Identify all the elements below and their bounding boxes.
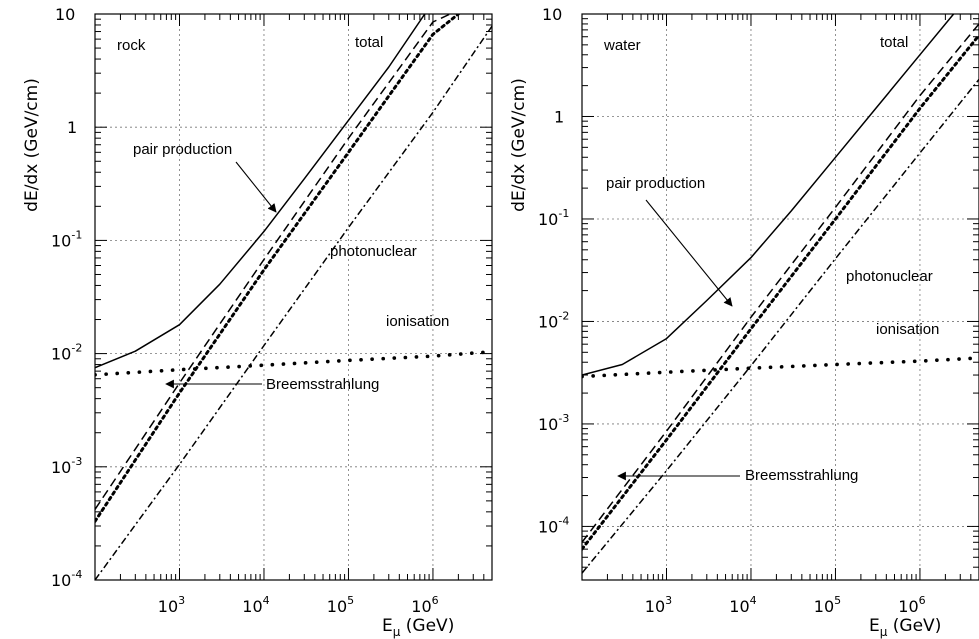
annotation-label: total	[355, 34, 383, 51]
annotation-label: photonuclear	[330, 243, 417, 260]
series-breemsstrahlung-line	[582, 23, 979, 543]
y-tick-label: 1	[67, 118, 77, 137]
y-tick-label: 1	[554, 107, 564, 126]
y-axis-title: dE/dx (GeV/cm)	[22, 78, 42, 212]
y-axis-title: dE/dx (GeV/cm)	[509, 78, 529, 212]
annotation-label: total	[880, 34, 908, 51]
series-total-line	[95, 14, 426, 369]
annotation-label: photonuclear	[846, 268, 933, 285]
medium-label: rock	[117, 37, 146, 54]
medium-label: water	[603, 37, 641, 54]
minor-ticks	[581, 13, 979, 581]
series-photonuclear-line	[582, 78, 979, 574]
series-breemsstrahlung-line	[95, 14, 451, 510]
annotation-arrow	[645, 199, 733, 307]
annotation-label: pair production	[133, 141, 232, 158]
y-tick-label: 10-2	[538, 309, 569, 331]
minor-ticks	[94, 13, 493, 581]
y-tick-label: 10-2	[51, 342, 82, 364]
series-ionisation-line	[95, 349, 492, 377]
y-tick-label: 10-4	[538, 514, 569, 536]
series-ionisation-line	[582, 356, 979, 379]
series-pair-production-line	[95, 14, 460, 523]
x-axis-title: Eμ (GeV)	[382, 616, 454, 639]
x-tick-label: 106	[411, 594, 438, 616]
y-tick-label: 10-3	[538, 412, 569, 434]
water-panel: 103 104 105 106 10 1 10-1 10-2 10-3 10-4 Eμ (GeV) d…	[509, 5, 979, 639]
y-tick-label: 10-1	[51, 228, 82, 250]
x-tick-label: 104	[729, 594, 756, 616]
x-tick-label: 104	[242, 594, 269, 616]
annotation-label: Breemsstrahlung	[745, 467, 858, 484]
y-tick-label: 10-1	[538, 207, 569, 229]
x-tick-label: 105	[327, 594, 354, 616]
x-axis-title: Eμ (GeV)	[869, 616, 941, 639]
y-tick-label: 10-3	[51, 455, 82, 477]
x-tick-label: 105	[814, 594, 841, 616]
annotation-label: ionisation	[386, 313, 449, 330]
series-total-line	[582, 14, 955, 376]
x-tick-label: 103	[158, 594, 185, 616]
annotation-label: ionisation	[876, 321, 939, 338]
y-tick-label: 10	[542, 5, 562, 24]
annotation-label: pair production	[606, 175, 705, 192]
series-photonuclear-line	[95, 25, 492, 580]
series-pair-production-line	[582, 33, 979, 551]
y-tick-label: 10-4	[51, 568, 82, 590]
x-tick-label: 106	[898, 594, 925, 616]
annotation-arrow	[235, 161, 277, 213]
annotation-label: Breemsstrahlung	[266, 376, 379, 393]
x-tick-label: 103	[645, 594, 672, 616]
plot-frame	[581, 13, 979, 581]
rock-panel: 103 104 105 106 10 1 10-1 10-2 10-3 10-4 Eμ (GeV) d…	[22, 5, 493, 639]
plot-frame	[94, 13, 493, 581]
y-tick-label: 10	[55, 5, 75, 24]
